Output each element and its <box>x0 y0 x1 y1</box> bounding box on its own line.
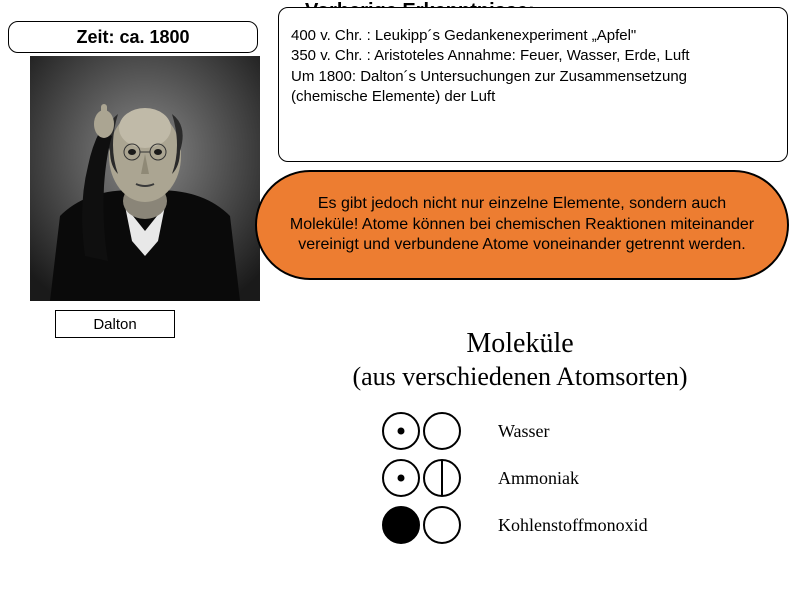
molecule-row-kohlenstoffmonoxid: Kohlenstoffmonoxid <box>380 504 648 546</box>
dalton-portrait <box>30 56 260 301</box>
ammoniak-icon <box>380 457 480 499</box>
prev-line: 350 v. Chr. : Aristoteles Annahme: Feuer… <box>291 46 775 66</box>
molecule-label: Wasser <box>498 421 550 442</box>
prev-line: Um 1800: Dalton´s Untersuchungen zur Zus… <box>291 67 775 87</box>
key-insight-text: Es gibt jedoch nicht nur einzelne Elemen… <box>289 194 755 256</box>
previous-findings-box: 400 v. Chr. : Leukipp´s Gedankenexperime… <box>278 7 788 162</box>
wasser-icon <box>380 410 480 452</box>
molecule-row-wasser: Wasser <box>380 410 550 452</box>
time-box: Zeit: ca. 1800 <box>8 21 258 53</box>
molecule-label: Ammoniak <box>498 468 579 489</box>
kohlenstoffmonoxid-icon <box>380 504 480 546</box>
prev-line: (chemische Elemente) der Luft <box>291 87 775 107</box>
molecule-row-ammoniak: Ammoniak <box>380 457 579 499</box>
prev-line: 400 v. Chr. : Leukipp´s Gedankenexperime… <box>291 26 775 46</box>
molecule-label: Kohlenstoffmonoxid <box>498 515 648 536</box>
key-insight-bubble: Es gibt jedoch nicht nur einzelne Elemen… <box>255 170 789 280</box>
molecules-title: Moleküle <box>330 328 710 360</box>
molecules-subtitle: (aus verschiedenen Atomsorten) <box>260 362 780 392</box>
dalton-name-label: Dalton <box>55 310 175 338</box>
